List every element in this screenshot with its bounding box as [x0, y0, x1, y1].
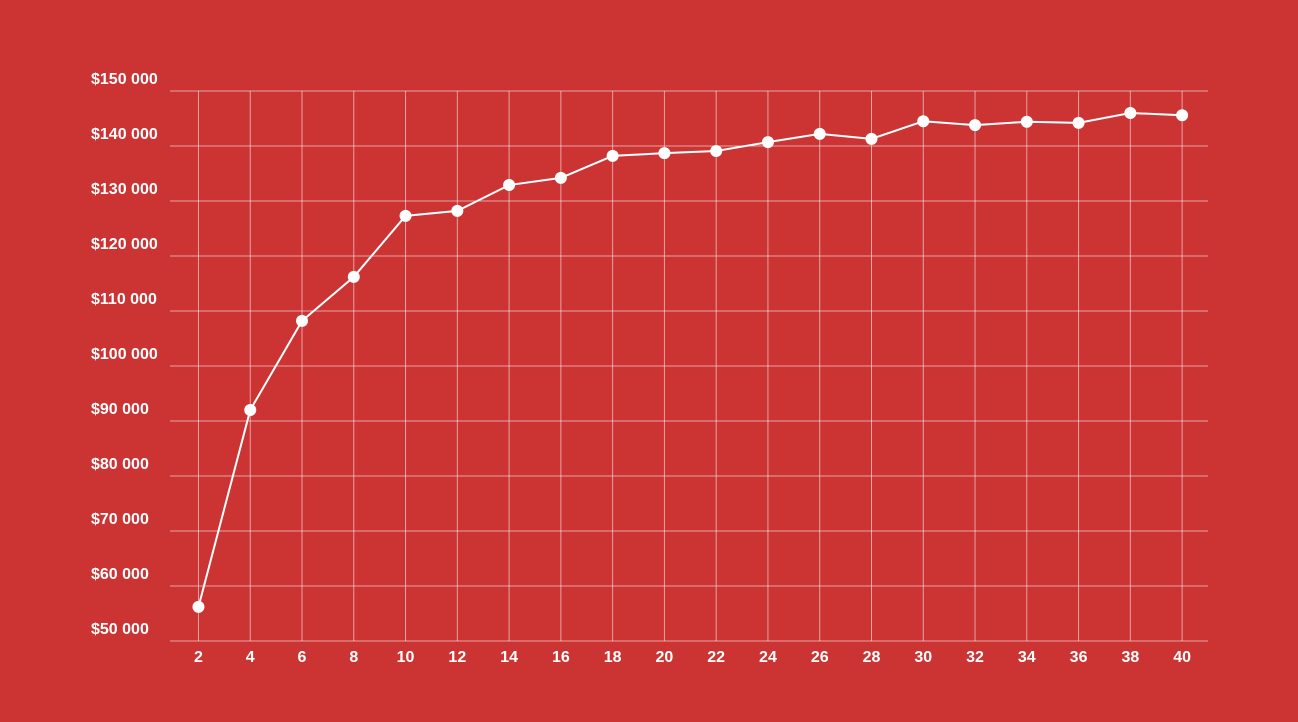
x-tick-label: 10 — [397, 649, 415, 666]
y-tick-label: $140 000 — [91, 126, 158, 143]
x-tick-label: 12 — [448, 649, 466, 666]
y-tick-label: $80 000 — [91, 456, 149, 473]
y-tick-label: $120 000 — [91, 236, 158, 253]
x-tick-label: 40 — [1173, 649, 1191, 666]
x-tick-label: 20 — [656, 649, 674, 666]
y-tick-label: $70 000 — [91, 511, 149, 528]
x-tick-label: 16 — [552, 649, 570, 666]
x-tick-label: 2 — [194, 649, 203, 666]
y-tick-label: $90 000 — [91, 401, 149, 418]
x-tick-label: 22 — [707, 649, 725, 666]
x-tick-label: 6 — [298, 649, 307, 666]
point — [1124, 107, 1137, 119]
x-tick-label: 30 — [914, 649, 932, 666]
point — [606, 149, 619, 162]
point — [192, 600, 205, 613]
point — [503, 179, 516, 192]
y-tick-label: $100 000 — [91, 346, 158, 363]
point — [761, 136, 774, 149]
x-tick-label: 8 — [349, 649, 358, 666]
point — [1072, 116, 1085, 129]
point — [658, 147, 671, 160]
point — [296, 314, 309, 327]
y-tick-label: $110 000 — [91, 291, 157, 308]
x-tick-label: 24 — [759, 649, 777, 666]
x-tick-label: 26 — [811, 649, 829, 666]
y-tick-label: $50 000 — [91, 621, 149, 638]
x-tick-label: 32 — [966, 649, 984, 666]
x-tick-label: 34 — [1018, 649, 1036, 666]
x-tick-label: 14 — [500, 649, 518, 666]
point — [710, 144, 723, 157]
point — [451, 204, 464, 217]
y-tick-label: $60 000 — [91, 566, 149, 583]
x-tick-label: 38 — [1121, 649, 1139, 666]
point — [813, 127, 826, 140]
y-tick-label: $150 000 — [91, 71, 158, 88]
point — [347, 270, 360, 283]
point — [244, 404, 257, 416]
point — [399, 209, 412, 222]
x-tick-label: 18 — [604, 649, 622, 666]
point — [917, 115, 930, 128]
x-tick-label: 36 — [1070, 649, 1088, 666]
point — [1176, 109, 1189, 122]
point — [554, 171, 567, 184]
x-tick-label: 28 — [863, 649, 881, 666]
line — [197, 111, 1183, 608]
point — [865, 132, 878, 145]
y-tick-label: $130 000 — [91, 181, 158, 198]
x-tick-label: 4 — [246, 649, 255, 666]
point — [1020, 115, 1033, 128]
point — [969, 119, 982, 132]
